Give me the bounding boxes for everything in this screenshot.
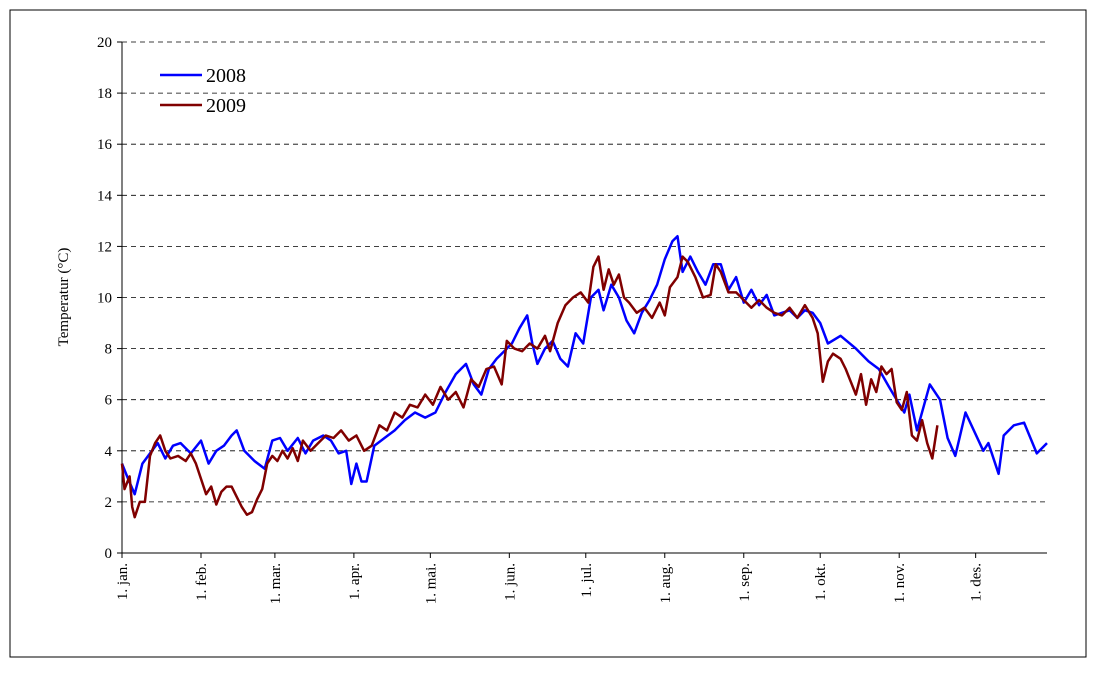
y-tick-label: 16	[97, 137, 113, 153]
legend-label: 2008	[206, 65, 246, 87]
legend-label: 2009	[206, 95, 246, 117]
x-tick-label: 1. nov.	[892, 563, 908, 603]
x-tick-label: 1. feb.	[194, 563, 210, 601]
x-tick-label: 1. aug.	[658, 563, 674, 603]
y-tick-label: 14	[97, 188, 113, 204]
chart-border	[9, 9, 1087, 658]
x-tick-label: 1. sep.	[737, 563, 753, 602]
line-series	[120, 255, 939, 519]
x-tick-label: 1. okt.	[813, 563, 829, 601]
y-tick-label: 4	[105, 444, 113, 460]
y-tick-label: 0	[105, 546, 113, 562]
y-tick-label: 6	[105, 393, 113, 409]
y-tick-label: 2	[105, 495, 113, 511]
y-tick-label: 10	[97, 291, 112, 307]
x-tick-label: 1. mai.	[423, 563, 439, 604]
x-tick-label: 1. jan.	[115, 563, 131, 600]
x-tick-label: 1. apr.	[347, 563, 363, 600]
x-tick-label: 1. jun.	[502, 563, 518, 601]
y-tick-label: 8	[105, 342, 113, 358]
y-axis-label: Temperatur (°C)	[56, 248, 72, 347]
line-series	[120, 234, 1048, 496]
y-tick-label: 12	[97, 239, 112, 255]
x-tick-label: 1. mar.	[268, 563, 284, 604]
x-tick-label: 1. des.	[969, 563, 985, 602]
y-tick-label: 20	[97, 35, 112, 51]
x-tick-label: 1. jul.	[579, 563, 595, 598]
y-tick-label: 18	[97, 86, 112, 102]
